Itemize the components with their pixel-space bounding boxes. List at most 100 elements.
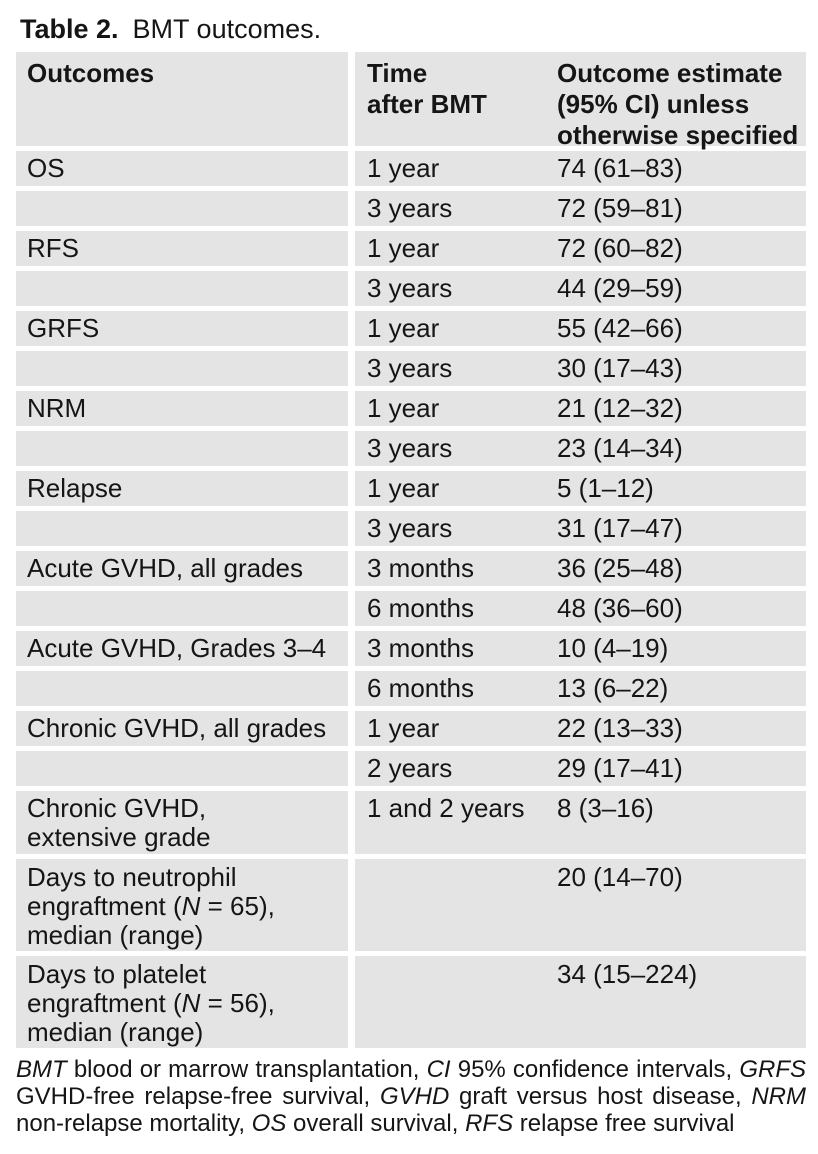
row-right-cell: 3 years 31 (17–47): [355, 511, 806, 546]
estimate-cell: 48 (36–60): [557, 593, 683, 623]
row-right-cell: 6 months 13 (6–22): [355, 671, 806, 706]
estimate-cell: 34 (15–224): [557, 959, 698, 989]
table-row: Acute GVHD, all grades 3 months 36 (25–4…: [16, 551, 806, 586]
table-figure: Table 2. BMT outcomes. Outcomes Time afte…: [0, 14, 818, 1137]
estimate-cell: 44 (29–59): [557, 273, 683, 303]
outcome-cell: Chronic GVHD, all grades: [16, 711, 348, 746]
estimate-cell: 31 (17–47): [557, 513, 683, 543]
time-cell: 1 and 2 years: [367, 793, 525, 823]
table-row: Chronic GVHD, extensive grade 1 and 2 ye…: [16, 791, 806, 854]
table-row: Acute GVHD, Grades 3–4 3 months 10 (4–19…: [16, 631, 806, 666]
estimate-cell: 72 (59–81): [557, 193, 683, 223]
table-row: GRFS 1 year 55 (42–66): [16, 311, 806, 346]
row-right-cell: 1 year 22 (13–33): [355, 711, 806, 746]
estimate-cell: 21 (12–32): [557, 393, 683, 423]
table-row: OS 1 year 74 (61–83): [16, 151, 806, 186]
table-body: OS 1 year 74 (61–83) 3 years 72 (59–81) …: [16, 151, 806, 1048]
outcome-cell: [16, 271, 348, 306]
outcome-cell: [16, 351, 348, 386]
row-right-cell: 20 (14–70): [355, 859, 806, 951]
outcome-cell: [16, 591, 348, 626]
row-right-cell: 1 and 2 years 8 (3–16): [355, 791, 806, 854]
estimate-cell: 23 (14–34): [557, 433, 683, 463]
column-header-time-after-bmt: Time after BMT: [367, 58, 487, 119]
outcome-cell: [16, 671, 348, 706]
table-row: RFS 1 year 72 (60–82): [16, 231, 806, 266]
table-caption: BMT outcomes.: [132, 14, 322, 44]
row-right-cell: 6 months 48 (36–60): [355, 591, 806, 626]
estimate-cell: 36 (25–48): [557, 553, 683, 583]
time-cell: 1 year: [367, 473, 440, 503]
time-cell: 3 years: [367, 193, 453, 223]
column-header-outcome-estimate: Outcome estimate (95% CI) unless otherwi…: [557, 58, 799, 150]
row-right-cell: 1 year 21 (12–32): [355, 391, 806, 426]
outcomes-table: Outcomes Time after BMT Outcome estimate…: [16, 52, 806, 1048]
row-right-cell: 2 years 29 (17–41): [355, 751, 806, 786]
outcome-cell: OS: [16, 151, 348, 186]
row-right-cell: 3 years 72 (59–81): [355, 191, 806, 226]
header-right-cell: Time after BMT Outcome estimate (95% CI)…: [355, 52, 806, 150]
table-row: 3 years 44 (29–59): [16, 271, 806, 306]
row-right-cell: 3 months 10 (4–19): [355, 631, 806, 666]
time-cell: 6 months: [367, 593, 474, 623]
time-cell: 1 year: [367, 233, 440, 263]
table-row: Days to neutrophil engraftment (N = 65),…: [16, 859, 806, 951]
time-cell: 3 years: [367, 273, 453, 303]
column-header-outcomes: Outcomes: [16, 52, 348, 146]
table-number: Table 2.: [20, 14, 119, 44]
estimate-cell: 22 (13–33): [557, 713, 683, 743]
time-cell: 2 years: [367, 753, 453, 783]
table-row: 3 years 30 (17–43): [16, 351, 806, 386]
row-right-cell: 3 years 30 (17–43): [355, 351, 806, 386]
outcome-cell: [16, 431, 348, 466]
outcome-cell: RFS: [16, 231, 348, 266]
table-row: 2 years 29 (17–41): [16, 751, 806, 786]
table-row: 6 months 13 (6–22): [16, 671, 806, 706]
time-cell: 3 months: [367, 633, 474, 663]
outcome-cell: Acute GVHD, all grades: [16, 551, 348, 586]
table-title: Table 2. BMT outcomes.: [20, 14, 818, 45]
time-cell: 1 year: [367, 713, 440, 743]
table-row: Relapse 1 year 5 (1–12): [16, 471, 806, 506]
row-right-cell: 1 year 5 (1–12): [355, 471, 806, 506]
estimate-cell: 72 (60–82): [557, 233, 683, 263]
outcome-cell: Relapse: [16, 471, 348, 506]
outcome-cell: Acute GVHD, Grades 3–4: [16, 631, 348, 666]
row-right-cell: 1 year 74 (61–83): [355, 151, 806, 186]
header-row: Outcomes Time after BMT Outcome estimate…: [16, 52, 806, 150]
estimate-cell: 74 (61–83): [557, 153, 683, 183]
outcome-cell: [16, 511, 348, 546]
estimate-cell: 5 (1–12): [557, 473, 654, 503]
row-right-cell: 3 months 36 (25–48): [355, 551, 806, 586]
time-cell: 6 months: [367, 673, 474, 703]
estimate-cell: 55 (42–66): [557, 313, 683, 343]
outcome-cell: Days to platelet engraftment (N = 56), m…: [16, 956, 348, 1048]
estimate-cell: 13 (6–22): [557, 673, 669, 703]
time-cell: 3 months: [367, 553, 474, 583]
footnote: BMT blood or marrow transplantation, CI …: [16, 1056, 807, 1137]
time-cell: [367, 960, 557, 1048]
outcome-cell: Chronic GVHD, extensive grade: [16, 791, 348, 854]
outcome-cell: NRM: [16, 391, 348, 426]
estimate-cell: 30 (17–43): [557, 353, 683, 383]
time-cell: 3 years: [367, 513, 453, 543]
estimate-cell: 8 (3–16): [557, 793, 654, 823]
row-right-cell: 34 (15–224): [355, 956, 806, 1048]
row-right-cell: 3 years 44 (29–59): [355, 271, 806, 306]
time-cell: 3 years: [367, 433, 453, 463]
table-row: Days to platelet engraftment (N = 56), m…: [16, 956, 806, 1048]
estimate-cell: 20 (14–70): [557, 862, 683, 892]
row-right-cell: 3 years 23 (14–34): [355, 431, 806, 466]
time-cell: 1 year: [367, 313, 440, 343]
outcome-cell: [16, 751, 348, 786]
time-cell: 3 years: [367, 353, 453, 383]
outcome-cell: Days to neutrophil engraftment (N = 65),…: [16, 859, 348, 951]
estimate-cell: 29 (17–41): [557, 753, 683, 783]
estimate-cell: 10 (4–19): [557, 633, 669, 663]
time-cell: 1 year: [367, 393, 440, 423]
row-right-cell: 1 year 72 (60–82): [355, 231, 806, 266]
time-cell: [367, 863, 557, 951]
table-row: 3 years 23 (14–34): [16, 431, 806, 466]
time-cell: 1 year: [367, 153, 440, 183]
outcome-cell: [16, 191, 348, 226]
